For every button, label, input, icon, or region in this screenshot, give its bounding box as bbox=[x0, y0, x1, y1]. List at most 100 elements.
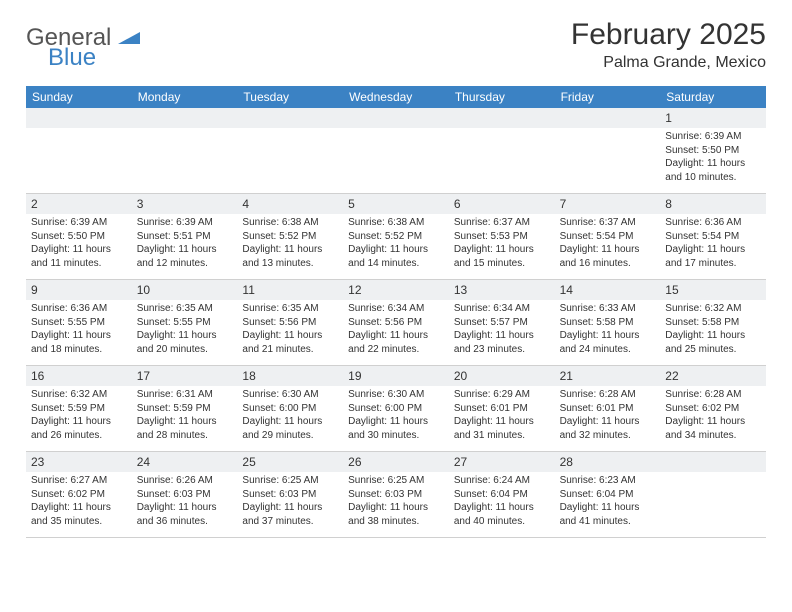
sunset-text: Sunset: 5:58 PM bbox=[665, 316, 761, 330]
day-number: 14 bbox=[555, 280, 661, 300]
day-number-empty bbox=[660, 452, 766, 472]
day-number: 4 bbox=[237, 194, 343, 214]
day-number: 7 bbox=[555, 194, 661, 214]
day-number: 20 bbox=[449, 366, 555, 386]
daylight-text: Daylight: 11 hours and 29 minutes. bbox=[242, 415, 338, 442]
calendar-cell: 24Sunrise: 6:26 AMSunset: 6:03 PMDayligh… bbox=[132, 452, 238, 538]
calendar-cell: 21Sunrise: 6:28 AMSunset: 6:01 PMDayligh… bbox=[555, 366, 661, 452]
day-number: 26 bbox=[343, 452, 449, 472]
daylight-text: Daylight: 11 hours and 14 minutes. bbox=[348, 243, 444, 270]
sunrise-text: Sunrise: 6:23 AM bbox=[560, 474, 656, 488]
weekday-header: SundayMondayTuesdayWednesdayThursdayFrid… bbox=[26, 86, 766, 108]
day-number: 18 bbox=[237, 366, 343, 386]
sunset-text: Sunset: 6:03 PM bbox=[137, 488, 233, 502]
sunset-text: Sunset: 5:52 PM bbox=[348, 230, 444, 244]
sunrise-text: Sunrise: 6:32 AM bbox=[31, 388, 127, 402]
daylight-text: Daylight: 11 hours and 28 minutes. bbox=[137, 415, 233, 442]
calendar-cell bbox=[132, 108, 238, 194]
daylight-text: Daylight: 11 hours and 12 minutes. bbox=[137, 243, 233, 270]
calendar-grid: 1Sunrise: 6:39 AMSunset: 5:50 PMDaylight… bbox=[26, 108, 766, 538]
sunrise-text: Sunrise: 6:35 AM bbox=[137, 302, 233, 316]
weekday-label: Saturday bbox=[660, 86, 766, 108]
calendar-cell: 10Sunrise: 6:35 AMSunset: 5:55 PMDayligh… bbox=[132, 280, 238, 366]
sunrise-text: Sunrise: 6:35 AM bbox=[242, 302, 338, 316]
daylight-text: Daylight: 11 hours and 25 minutes. bbox=[665, 329, 761, 356]
sunset-text: Sunset: 5:59 PM bbox=[137, 402, 233, 416]
sunset-text: Sunset: 5:58 PM bbox=[560, 316, 656, 330]
sunrise-text: Sunrise: 6:24 AM bbox=[454, 474, 550, 488]
daylight-text: Daylight: 11 hours and 21 minutes. bbox=[242, 329, 338, 356]
sunset-text: Sunset: 5:54 PM bbox=[665, 230, 761, 244]
calendar-cell: 13Sunrise: 6:34 AMSunset: 5:57 PMDayligh… bbox=[449, 280, 555, 366]
sunrise-text: Sunrise: 6:32 AM bbox=[665, 302, 761, 316]
daylight-text: Daylight: 11 hours and 41 minutes. bbox=[560, 501, 656, 528]
sunrise-text: Sunrise: 6:33 AM bbox=[560, 302, 656, 316]
day-number: 15 bbox=[660, 280, 766, 300]
calendar-cell bbox=[555, 108, 661, 194]
sunrise-text: Sunrise: 6:36 AM bbox=[665, 216, 761, 230]
weekday-label: Thursday bbox=[449, 86, 555, 108]
day-number-empty bbox=[132, 108, 238, 128]
calendar-cell: 6Sunrise: 6:37 AMSunset: 5:53 PMDaylight… bbox=[449, 194, 555, 280]
sunset-text: Sunset: 6:04 PM bbox=[454, 488, 550, 502]
sunrise-text: Sunrise: 6:39 AM bbox=[31, 216, 127, 230]
sunset-text: Sunset: 6:01 PM bbox=[560, 402, 656, 416]
day-number: 12 bbox=[343, 280, 449, 300]
page-subtitle: Palma Grande, Mexico bbox=[571, 54, 766, 72]
calendar-page: General Blue February 2025 Palma Grande,… bbox=[0, 0, 792, 548]
sunset-text: Sunset: 5:56 PM bbox=[242, 316, 338, 330]
daylight-text: Daylight: 11 hours and 35 minutes. bbox=[31, 501, 127, 528]
calendar-cell: 8Sunrise: 6:36 AMSunset: 5:54 PMDaylight… bbox=[660, 194, 766, 280]
sunset-text: Sunset: 5:50 PM bbox=[665, 144, 761, 158]
day-number-empty bbox=[237, 108, 343, 128]
sunset-text: Sunset: 6:04 PM bbox=[560, 488, 656, 502]
sunrise-text: Sunrise: 6:38 AM bbox=[242, 216, 338, 230]
daylight-text: Daylight: 11 hours and 34 minutes. bbox=[665, 415, 761, 442]
sunset-text: Sunset: 5:57 PM bbox=[454, 316, 550, 330]
daylight-text: Daylight: 11 hours and 13 minutes. bbox=[242, 243, 338, 270]
sunrise-text: Sunrise: 6:34 AM bbox=[454, 302, 550, 316]
weekday-label: Sunday bbox=[26, 86, 132, 108]
day-number-empty bbox=[26, 108, 132, 128]
sunrise-text: Sunrise: 6:31 AM bbox=[137, 388, 233, 402]
day-number: 22 bbox=[660, 366, 766, 386]
logo-text: General Blue bbox=[26, 24, 140, 72]
day-number: 11 bbox=[237, 280, 343, 300]
sunset-text: Sunset: 5:55 PM bbox=[31, 316, 127, 330]
day-number: 19 bbox=[343, 366, 449, 386]
daylight-text: Daylight: 11 hours and 31 minutes. bbox=[454, 415, 550, 442]
sunrise-text: Sunrise: 6:37 AM bbox=[560, 216, 656, 230]
calendar-cell bbox=[449, 108, 555, 194]
weekday-label: Tuesday bbox=[237, 86, 343, 108]
sunrise-text: Sunrise: 6:36 AM bbox=[31, 302, 127, 316]
sunrise-text: Sunrise: 6:28 AM bbox=[665, 388, 761, 402]
page-title: February 2025 bbox=[571, 18, 766, 52]
sunrise-text: Sunrise: 6:29 AM bbox=[454, 388, 550, 402]
sunrise-text: Sunrise: 6:30 AM bbox=[242, 388, 338, 402]
sunset-text: Sunset: 5:51 PM bbox=[137, 230, 233, 244]
day-number: 28 bbox=[555, 452, 661, 472]
calendar-cell: 27Sunrise: 6:24 AMSunset: 6:04 PMDayligh… bbox=[449, 452, 555, 538]
calendar-cell: 23Sunrise: 6:27 AMSunset: 6:02 PMDayligh… bbox=[26, 452, 132, 538]
calendar-cell: 11 Sunrise: 6:35 AMSunset: 5:56 PMDayligh… bbox=[237, 280, 343, 366]
daylight-text: Daylight: 11 hours and 40 minutes. bbox=[454, 501, 550, 528]
day-number: 21 bbox=[555, 366, 661, 386]
sunrise-text: Sunrise: 6:28 AM bbox=[560, 388, 656, 402]
day-number-empty bbox=[555, 108, 661, 128]
day-number: 13 bbox=[449, 280, 555, 300]
day-number: 25 bbox=[237, 452, 343, 472]
calendar-cell: 19Sunrise: 6:30 AMSunset: 6:00 PMDayligh… bbox=[343, 366, 449, 452]
sunset-text: Sunset: 5:56 PM bbox=[348, 316, 444, 330]
title-block: February 2025 Palma Grande, Mexico bbox=[571, 18, 766, 72]
daylight-text: Daylight: 11 hours and 26 minutes. bbox=[31, 415, 127, 442]
sunset-text: Sunset: 6:03 PM bbox=[242, 488, 338, 502]
daylight-text: Daylight: 11 hours and 16 minutes. bbox=[560, 243, 656, 270]
logo-triangle-icon bbox=[118, 28, 140, 49]
sunrise-text: Sunrise: 6:39 AM bbox=[137, 216, 233, 230]
sunset-text: Sunset: 6:03 PM bbox=[348, 488, 444, 502]
day-number: 2 bbox=[26, 194, 132, 214]
sunset-text: Sunset: 5:53 PM bbox=[454, 230, 550, 244]
day-number: 10 bbox=[132, 280, 238, 300]
day-number-empty bbox=[449, 108, 555, 128]
sunset-text: Sunset: 6:02 PM bbox=[665, 402, 761, 416]
